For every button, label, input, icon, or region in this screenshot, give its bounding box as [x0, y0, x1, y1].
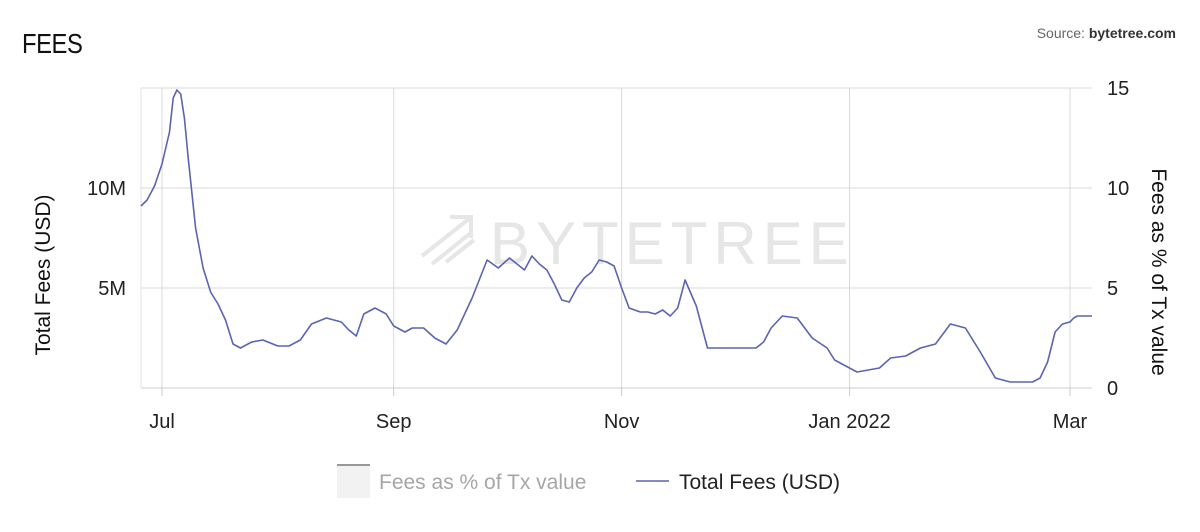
- right-axis-title: Fees as % of Tx value: [1147, 168, 1170, 375]
- legend: Fees as % of Tx value Total Fees (USD): [337, 464, 840, 498]
- left-tick-label: 5M: [98, 278, 126, 300]
- left-tick-label: 10M: [87, 178, 126, 200]
- left-axis-title: Total Fees (USD): [32, 194, 55, 355]
- right-tick-label: 10: [1107, 178, 1129, 200]
- x-tick-label: Jan 2022: [808, 411, 890, 433]
- x-tick-label: Nov: [604, 411, 640, 433]
- bytetree-watermark: BYTETREE: [420, 210, 855, 277]
- legend-label-total-fees: Total Fees (USD): [679, 471, 840, 494]
- x-tick-label: Jul: [149, 411, 175, 433]
- source-link[interactable]: bytetree.com: [1088, 25, 1176, 41]
- legend-swatch-fees-pct: [337, 465, 370, 498]
- right-tick-label: 15: [1107, 78, 1129, 100]
- source-credit: Source: bytetree.com: [1037, 25, 1176, 41]
- right-tick-label: 0: [1107, 378, 1118, 400]
- series-layer: [140, 89, 1092, 383]
- legend-label-fees-pct: Fees as % of Tx value: [379, 471, 586, 494]
- legend-item-total-fees[interactable]: Total Fees (USD): [636, 471, 840, 494]
- x-tick-label: Mar: [1053, 411, 1088, 433]
- right-tick-label: 5: [1107, 278, 1118, 300]
- total-fees-line: [140, 89, 1092, 383]
- chart-title: FEES: [22, 28, 83, 59]
- chart-axes: 0 5 10 15 5M 10M Jul Sep Nov Jan 2022 Mar: [87, 78, 1129, 433]
- legend-item-fees-pct[interactable]: Fees as % of Tx value: [337, 464, 586, 498]
- source-prefix: Source:: [1036, 25, 1089, 41]
- x-tick-label: Sep: [376, 411, 412, 433]
- watermark-logo-icon: [420, 215, 476, 266]
- watermark-text: BYTETREE: [490, 210, 855, 277]
